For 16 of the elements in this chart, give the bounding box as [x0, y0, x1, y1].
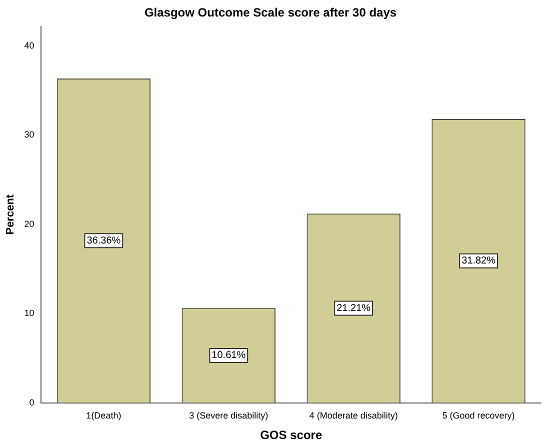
y-tick-label: 10	[24, 308, 34, 318]
y-axis-title: Percent	[4, 194, 17, 235]
y-tick-label: 20	[24, 218, 34, 229]
y-tick-label: 40	[24, 40, 34, 51]
y-tick-label: 30	[24, 130, 34, 140]
y-tick-label: 0	[29, 397, 34, 408]
data-label: 21.21%	[336, 302, 371, 314]
data-label: 36.36%	[86, 235, 121, 246]
data-label: 10.61%	[212, 350, 246, 362]
x-axis-title: GOS score	[260, 428, 322, 442]
x-tick-label: 3 (Severe disability)	[189, 410, 268, 421]
x-tick-label: 1(Death)	[86, 410, 122, 421]
data-label: 31.82%	[462, 256, 496, 267]
chart-title: Glasgow Outcome Scale score after 30 days	[144, 6, 397, 20]
x-tick-label: 4 (Moderate disability)	[309, 410, 398, 421]
x-tick-label: 5 (Good recovery)	[442, 410, 515, 421]
